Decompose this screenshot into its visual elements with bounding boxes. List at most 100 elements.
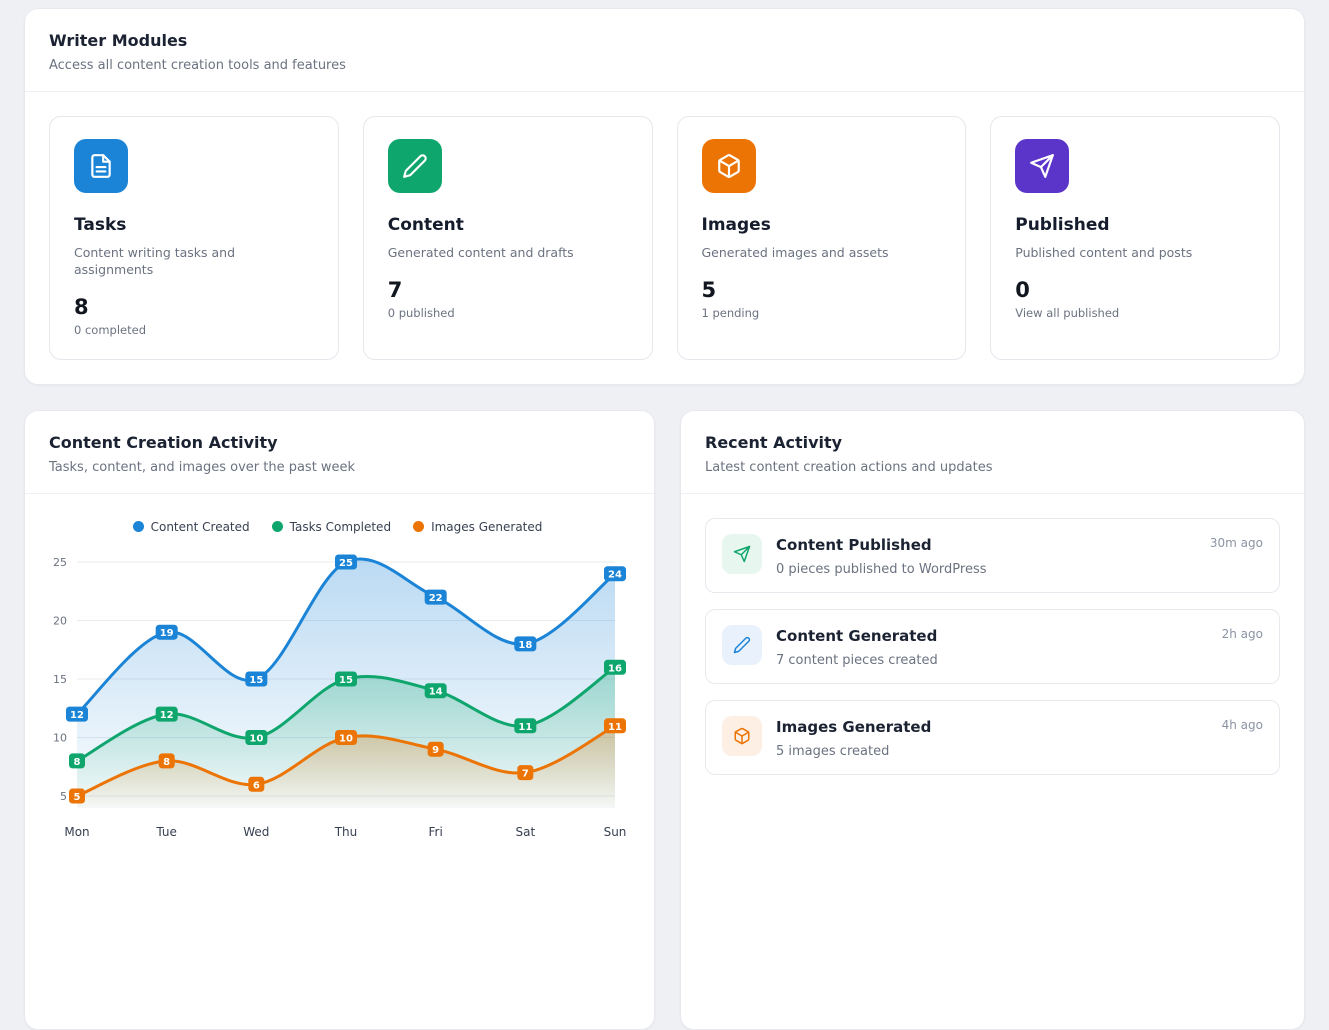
chart-legend: Content Created Tasks Completed Images Gen… bbox=[31, 520, 644, 534]
legend-dot-icon bbox=[132, 521, 144, 533]
bottom-row: Content Creation Activity Tasks, content… bbox=[24, 409, 1305, 1030]
recent-activity-subtitle: Latest content creation actions and upda… bbox=[705, 459, 993, 475]
module-description: Generated images and assets bbox=[701, 245, 889, 260]
pencil-icon bbox=[387, 139, 442, 193]
module-subtext: View all published bbox=[1015, 305, 1120, 320]
send-icon bbox=[722, 533, 762, 574]
svg-text:22: 22 bbox=[429, 593, 443, 604]
cube-icon bbox=[722, 715, 762, 756]
send-icon bbox=[1015, 139, 1070, 193]
module-card-published[interactable]: Published Published content and posts 0 … bbox=[990, 116, 1280, 360]
svg-text:11: 11 bbox=[608, 722, 622, 733]
module-card-tasks[interactable]: Tasks Content writing tasks and assignme… bbox=[49, 116, 339, 360]
module-subtext: 0 published bbox=[387, 305, 455, 320]
svg-text:8: 8 bbox=[163, 757, 170, 768]
svg-text:16: 16 bbox=[608, 663, 622, 674]
svg-text:14: 14 bbox=[429, 686, 443, 697]
module-count: 0 bbox=[1015, 277, 1030, 302]
svg-text:10: 10 bbox=[339, 733, 353, 744]
activity-item-description: 7 content pieces created bbox=[776, 652, 938, 668]
activity-line-chart: 5 10 15 20 25 Mon Tue Wed Thu Fri Sat Sun 12 19 15 25 22… bbox=[31, 546, 644, 850]
module-description: Content writing tasks and assignments bbox=[74, 245, 236, 277]
legend-item: Tasks Completed bbox=[271, 519, 392, 534]
legend-item: Content Created bbox=[132, 519, 250, 534]
activity-item-time: 2h ago bbox=[1221, 626, 1263, 641]
svg-text:5: 5 bbox=[60, 790, 67, 803]
svg-text:Thu: Thu bbox=[334, 825, 358, 839]
svg-text:18: 18 bbox=[518, 640, 532, 651]
svg-text:9: 9 bbox=[432, 745, 439, 756]
svg-text:24: 24 bbox=[608, 569, 622, 580]
svg-text:Mon: Mon bbox=[64, 825, 89, 839]
module-card-content[interactable]: Content Generated content and drafts 7 0… bbox=[362, 116, 653, 360]
recent-activity-title: Recent Activity bbox=[705, 432, 843, 452]
module-card-images[interactable]: Images Generated images and assets 5 1 p… bbox=[676, 116, 967, 360]
activity-item-description: 5 images created bbox=[776, 743, 890, 759]
legend-label: Content Created bbox=[150, 519, 250, 534]
legend-label: Tasks Completed bbox=[289, 519, 392, 534]
pencil-icon bbox=[722, 624, 762, 665]
svg-text:15: 15 bbox=[339, 675, 353, 686]
recent-activity-header: Recent Activity Latest content creation … bbox=[681, 411, 1304, 494]
module-description: Published content and posts bbox=[1015, 245, 1193, 260]
activity-item-title: Images Generated bbox=[776, 717, 932, 736]
writer-modules-header: Writer Modules Access all content creati… bbox=[25, 9, 1304, 92]
svg-text:11: 11 bbox=[518, 722, 532, 733]
module-count: 8 bbox=[74, 294, 89, 319]
legend-label: Images Generated bbox=[431, 519, 543, 534]
activity-chart-header: Content Creation Activity Tasks, content… bbox=[25, 411, 654, 494]
svg-text:20: 20 bbox=[53, 614, 67, 627]
legend-dot-icon bbox=[413, 521, 425, 533]
svg-text:Tue: Tue bbox=[155, 825, 177, 839]
svg-text:Sun: Sun bbox=[604, 825, 627, 839]
svg-text:Sat: Sat bbox=[515, 825, 535, 839]
legend-dot-icon bbox=[271, 521, 283, 533]
line-chart-svg: 5 10 15 20 25 Mon Tue Wed Thu Fri Sat Sun 12 19 15 25 22… bbox=[53, 554, 627, 839]
activity-item-content-generated[interactable]: Content Generated 7 content pieces creat… bbox=[705, 608, 1280, 684]
activity-item-time: 30m ago bbox=[1209, 535, 1263, 550]
activity-item-texts: Images Generated 5 images created bbox=[776, 716, 1208, 759]
svg-text:19: 19 bbox=[160, 628, 174, 639]
svg-text:12: 12 bbox=[70, 710, 84, 721]
activity-item-title: Content Published bbox=[776, 535, 932, 554]
content-creation-activity-card: Content Creation Activity Tasks, content… bbox=[24, 409, 655, 1030]
svg-text:15: 15 bbox=[53, 673, 67, 686]
module-count: 5 bbox=[701, 277, 717, 302]
svg-text:12: 12 bbox=[160, 710, 174, 721]
module-description: Generated content and drafts bbox=[387, 245, 574, 260]
recent-activity-list: Content Published 0 pieces published to … bbox=[681, 494, 1304, 815]
activity-item-description: 0 pieces published to WordPress bbox=[776, 561, 987, 577]
svg-text:25: 25 bbox=[53, 556, 67, 569]
activity-chart-title: Content Creation Activity bbox=[49, 432, 278, 452]
module-title: Tasks bbox=[74, 215, 127, 235]
recent-activity-card: Recent Activity Latest content creation … bbox=[680, 409, 1305, 1030]
page-subtitle: Access all content creation tools and fe… bbox=[49, 58, 346, 73]
svg-text:6: 6 bbox=[253, 780, 260, 791]
activity-item-time: 4h ago bbox=[1221, 717, 1263, 732]
writer-modules-card: Writer Modules Access all content creati… bbox=[24, 8, 1305, 385]
activity-item-images-generated[interactable]: Images Generated 5 images created 4h ago bbox=[705, 699, 1280, 775]
module-title: Content bbox=[387, 215, 464, 235]
legend-item: Images Generated bbox=[413, 520, 542, 534]
svg-text:10: 10 bbox=[53, 731, 67, 744]
svg-text:8: 8 bbox=[74, 757, 81, 768]
activity-item-content-published[interactable]: Content Published 0 pieces published to … bbox=[705, 517, 1280, 593]
activity-chart-subtitle: Tasks, content, and images over the past… bbox=[49, 459, 356, 475]
file-icon bbox=[74, 139, 128, 193]
svg-text:Wed: Wed bbox=[243, 825, 269, 839]
svg-text:7: 7 bbox=[522, 768, 529, 779]
module-count: 7 bbox=[387, 277, 403, 302]
module-title: Published bbox=[1015, 215, 1110, 235]
module-subtext: 1 pending bbox=[701, 305, 760, 320]
modules-grid: Tasks Content writing tasks and assignme… bbox=[25, 92, 1304, 384]
svg-text:15: 15 bbox=[249, 675, 263, 686]
module-subtext: 0 completed bbox=[74, 322, 146, 337]
cube-icon bbox=[701, 139, 756, 193]
svg-text:10: 10 bbox=[249, 733, 263, 744]
activity-item-texts: Content Published 0 pieces published to … bbox=[776, 534, 1196, 577]
svg-text:5: 5 bbox=[74, 792, 81, 803]
dashboard-page: Writer Modules Access all content creati… bbox=[24, 8, 1305, 1030]
activity-item-texts: Content Generated 7 content pieces creat… bbox=[776, 625, 1208, 668]
page-title: Writer Modules bbox=[49, 31, 188, 50]
svg-text:25: 25 bbox=[339, 558, 353, 569]
